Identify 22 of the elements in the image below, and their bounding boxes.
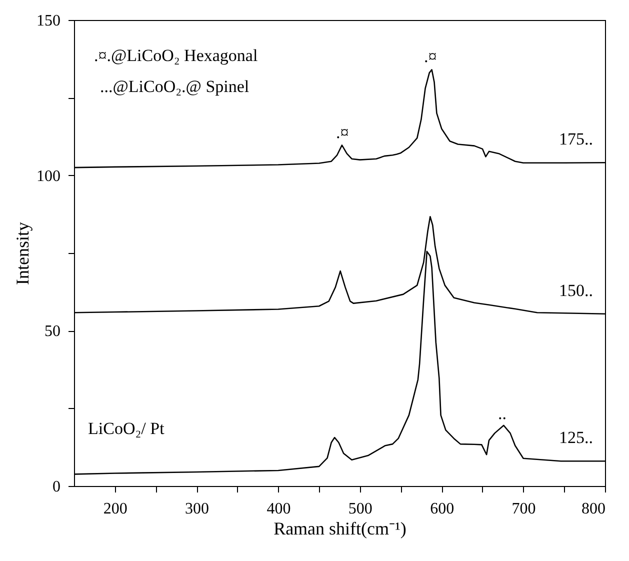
x-axis-title: Raman shift(cm⁻¹) bbox=[274, 518, 406, 538]
y-tick-label: 100 bbox=[36, 168, 60, 185]
x-tick-label: 400 bbox=[266, 500, 291, 518]
x-tick-label: 500 bbox=[348, 500, 372, 518]
x-tick-label: 300 bbox=[185, 500, 210, 518]
y-tick-label: 50 bbox=[44, 323, 60, 340]
x-tick-label: 800 bbox=[582, 500, 606, 518]
annotation: .. bbox=[498, 404, 506, 423]
series-label: 175.. bbox=[559, 130, 593, 149]
x-tick-label: 700 bbox=[512, 500, 536, 518]
annotation: .¤ bbox=[336, 123, 349, 142]
series-label: 150.. bbox=[559, 280, 593, 300]
series-label: 125.. bbox=[559, 428, 593, 448]
y-tick-label: 150 bbox=[36, 12, 60, 30]
annotation: .¤ bbox=[424, 47, 437, 66]
annotation: LiCoO₂/ Pt bbox=[88, 419, 165, 438]
x-tick-label: 200 bbox=[103, 500, 128, 518]
y-tick-label: 0 bbox=[52, 478, 60, 496]
x-tick-label: 600 bbox=[430, 500, 454, 518]
annotation: ...@LiCoO₂.@ Spinel bbox=[100, 77, 250, 96]
y-axis-title: Intensity bbox=[12, 222, 32, 285]
annotation: .¤.@LiCoO₂ Hexagonal bbox=[94, 46, 258, 65]
